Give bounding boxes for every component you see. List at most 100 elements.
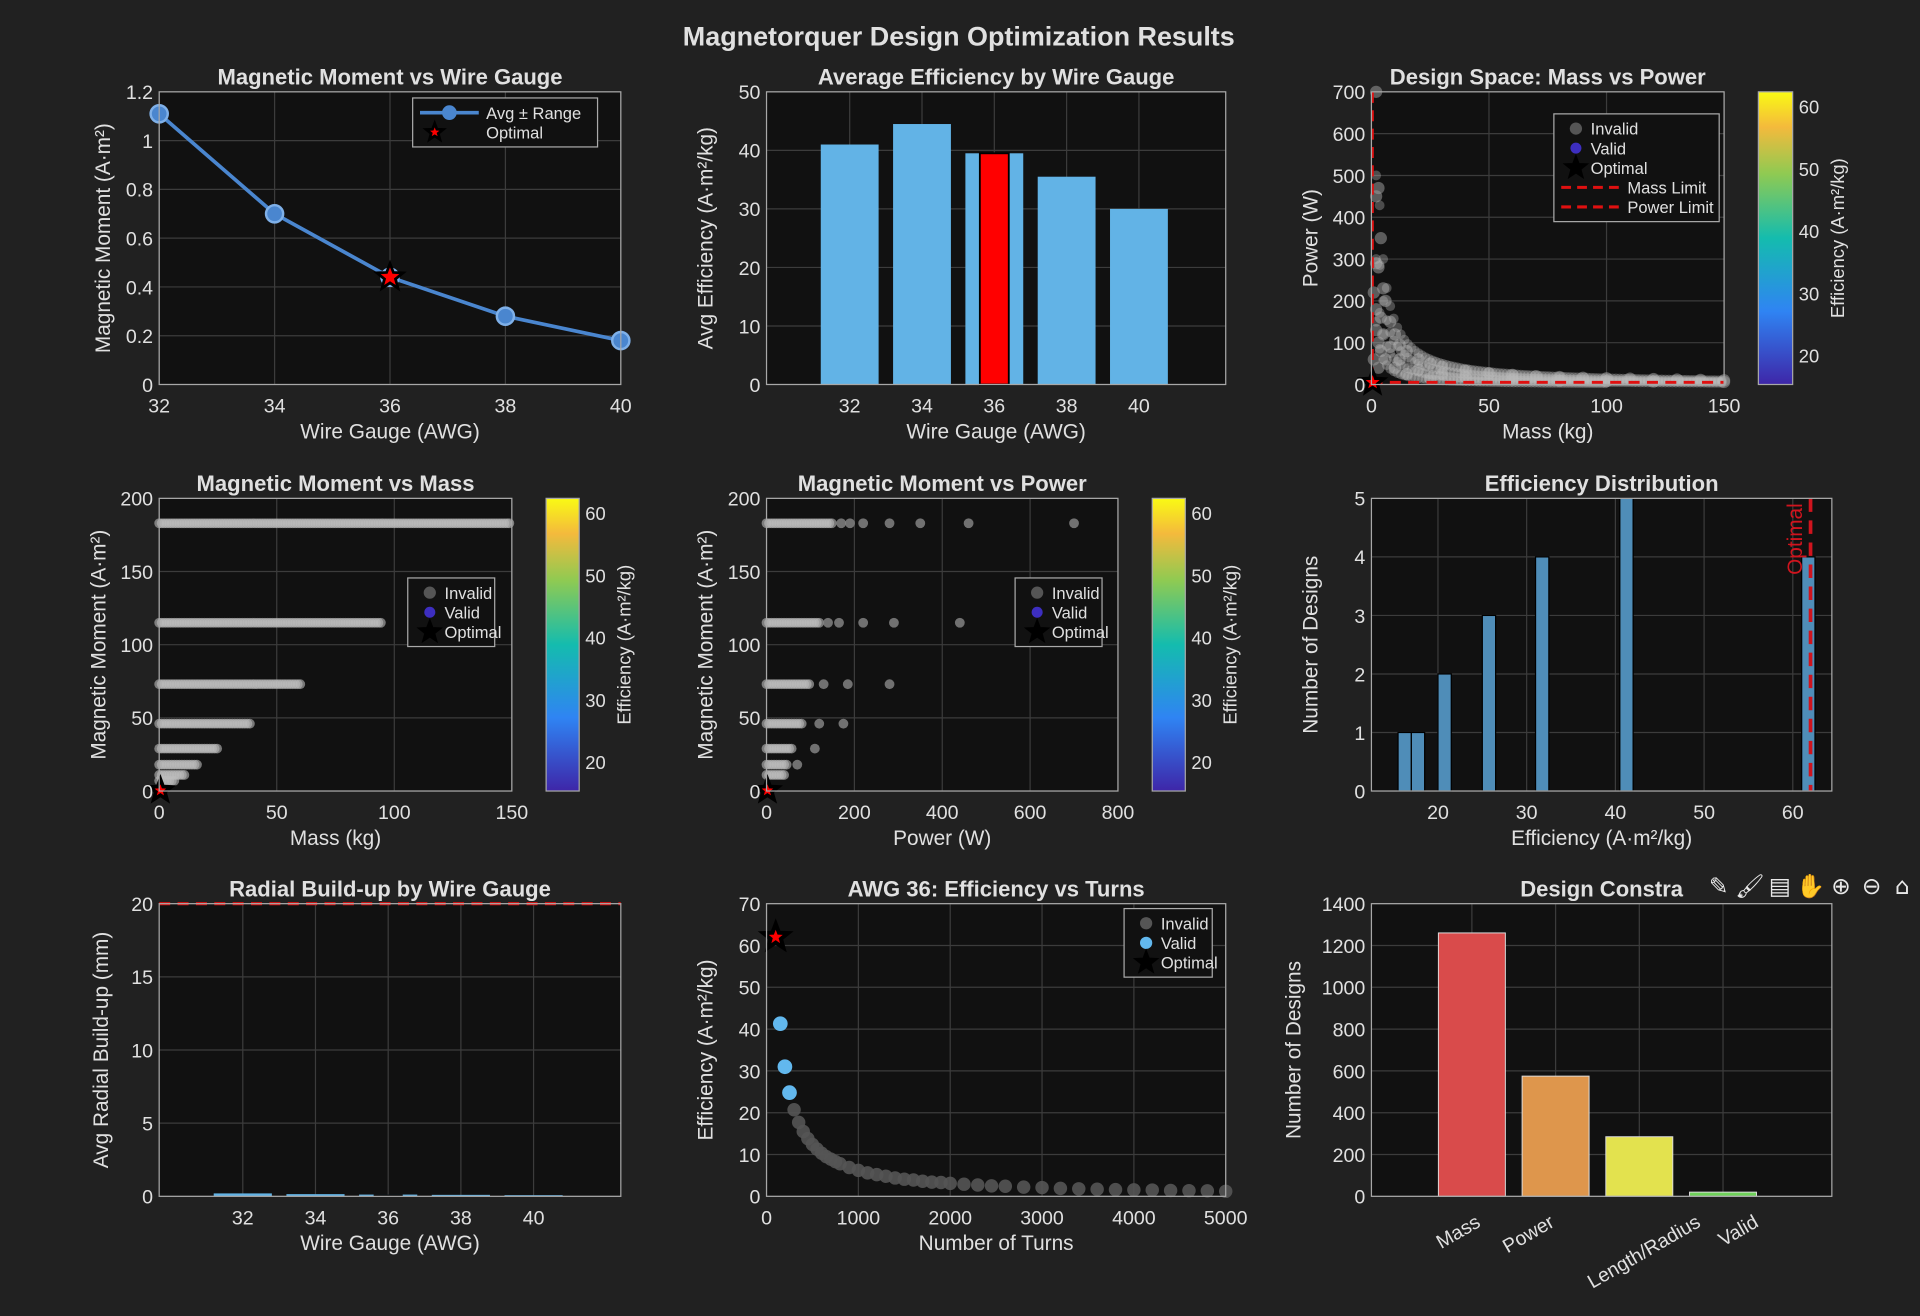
edit-icon[interactable]: ✎ bbox=[1708, 873, 1729, 901]
legend-entry-label: Avg ± Range bbox=[486, 104, 581, 123]
chart-panel-6: Optimal 20 30 40 50 60 0 1 2 3 4 5 Efficiency Distri… bbox=[1300, 471, 1833, 850]
axes-toolbar: ✎ 🖌 ▤ ✋ ⊕ ⊖ ⌂ bbox=[1704, 872, 1916, 901]
invalid-point bbox=[1656, 376, 1667, 387]
invalid-point bbox=[1565, 374, 1575, 385]
bar bbox=[431, 1194, 490, 1197]
invalid-point bbox=[1090, 1182, 1104, 1196]
invalid-point bbox=[845, 518, 855, 529]
invalid-point bbox=[1388, 335, 1399, 346]
invalid-point bbox=[1438, 371, 1449, 382]
invalid-point bbox=[1551, 371, 1561, 382]
invalid-point bbox=[1381, 341, 1392, 351]
y-axis-label: Number of Designs bbox=[1282, 961, 1305, 1139]
invalid-point bbox=[1402, 371, 1413, 382]
invalid-point bbox=[1392, 341, 1403, 352]
invalid-point bbox=[1459, 370, 1472, 384]
invalid-point bbox=[954, 617, 965, 628]
invalid-point bbox=[1372, 261, 1385, 274]
legend-valid-marker bbox=[1570, 142, 1582, 154]
invalid-point bbox=[1388, 366, 1399, 377]
invalid-point bbox=[1473, 370, 1484, 381]
axes-box bbox=[158, 903, 622, 1197]
invalid-point bbox=[1410, 366, 1420, 376]
datatip-icon[interactable]: ▤ bbox=[1768, 873, 1791, 901]
y-tick-label: 0 bbox=[1354, 1187, 1365, 1209]
invalid-point bbox=[1378, 354, 1389, 365]
y-tick-label: 0.4 bbox=[126, 277, 153, 299]
invalid-point bbox=[998, 1179, 1013, 1194]
x-tick-label: 36 bbox=[377, 1207, 399, 1229]
optimal-star-fill bbox=[768, 929, 783, 944]
invalid-point bbox=[1494, 368, 1505, 378]
y-axis-label: Power (W) bbox=[1300, 189, 1323, 287]
invalid-point bbox=[1381, 315, 1392, 326]
axes-box bbox=[158, 497, 513, 792]
invalid-point bbox=[1487, 371, 1498, 382]
invalid-point bbox=[1526, 370, 1537, 381]
legend-valid-marker bbox=[424, 606, 436, 618]
y-tick-label: 400 bbox=[1333, 208, 1366, 230]
invalid-point bbox=[169, 775, 180, 786]
zoom-out-icon[interactable]: ⊖ bbox=[1861, 873, 1882, 901]
x-axis-label: Number of Turns bbox=[919, 1232, 1074, 1255]
colorbar: 20 30 40 50 60 Efficiency (A·m²/kg) bbox=[1757, 91, 1848, 386]
y-tick-label: 800 bbox=[1333, 1019, 1366, 1041]
invalid-point bbox=[1385, 301, 1396, 311]
invalid-point bbox=[1600, 378, 1611, 389]
data-marks bbox=[757, 918, 1233, 1199]
legend-entry-label: Valid bbox=[1052, 603, 1087, 622]
pan-icon[interactable]: ✋ bbox=[1796, 873, 1825, 901]
y-tick-label: 20 bbox=[739, 258, 761, 280]
legend-box bbox=[1123, 907, 1213, 978]
invalid-point bbox=[1388, 353, 1399, 363]
optimal-star-fill bbox=[761, 784, 774, 796]
invalid-point bbox=[781, 759, 792, 770]
home-icon[interactable]: ⌂ bbox=[1894, 873, 1910, 901]
zoom-in-icon[interactable]: ⊕ bbox=[1831, 873, 1851, 901]
legend-invalid-marker bbox=[1031, 586, 1044, 599]
invalid-point bbox=[834, 617, 844, 628]
colorbar-gradient bbox=[545, 497, 580, 792]
invalid-point bbox=[1424, 362, 1434, 373]
invalid-point bbox=[1508, 372, 1519, 383]
y-tick-label: 0 bbox=[750, 1187, 761, 1209]
invalid-point bbox=[1459, 373, 1470, 384]
invalid-point bbox=[1406, 372, 1417, 383]
invalid-point bbox=[375, 617, 386, 628]
invalid-point bbox=[1639, 375, 1650, 386]
y-tick-label: 50 bbox=[739, 82, 761, 104]
x-tick-label: 3000 bbox=[1020, 1207, 1064, 1229]
x-tick-label: 20 bbox=[1427, 802, 1449, 824]
optimal-star-fill bbox=[1365, 375, 1380, 389]
invalid-point bbox=[1452, 372, 1463, 383]
invalid-point bbox=[1395, 346, 1406, 356]
y-tick-label: 5 bbox=[1354, 489, 1365, 511]
invalid-point bbox=[1379, 294, 1392, 307]
invalid-point bbox=[1441, 359, 1452, 370]
y-tick-label: 20 bbox=[131, 894, 153, 916]
invalid-point bbox=[1420, 368, 1431, 379]
y-tick-label: 20 bbox=[739, 1103, 761, 1125]
invalid-point bbox=[192, 759, 202, 770]
chart-title: Radial Build-up by Wire Gauge bbox=[229, 876, 551, 901]
invalid-point bbox=[1392, 356, 1403, 367]
y-tick-label: 150 bbox=[120, 562, 153, 584]
x-tick-label: 200 bbox=[838, 802, 871, 824]
invalid-point bbox=[1035, 1180, 1049, 1195]
bar bbox=[893, 124, 951, 385]
y-tick-label: 0.2 bbox=[126, 326, 153, 348]
x-tick-label: 34 bbox=[305, 1207, 327, 1229]
invalid-point bbox=[818, 679, 829, 690]
invalid-point bbox=[1582, 378, 1593, 389]
invalid-point bbox=[1441, 366, 1452, 377]
figure-title: Magnetorquer Design Optimization Results bbox=[683, 21, 1235, 51]
invalid-point bbox=[1381, 283, 1392, 293]
y-tick-label: 300 bbox=[1333, 249, 1366, 271]
invalid-point bbox=[823, 617, 833, 628]
brush-icon[interactable]: 🖌 bbox=[1735, 873, 1764, 901]
invalid-point bbox=[1367, 286, 1380, 299]
invalid-point bbox=[1466, 364, 1477, 375]
legend-entry-label: Mass Limit bbox=[1627, 178, 1706, 197]
invalid-point bbox=[1561, 378, 1572, 388]
